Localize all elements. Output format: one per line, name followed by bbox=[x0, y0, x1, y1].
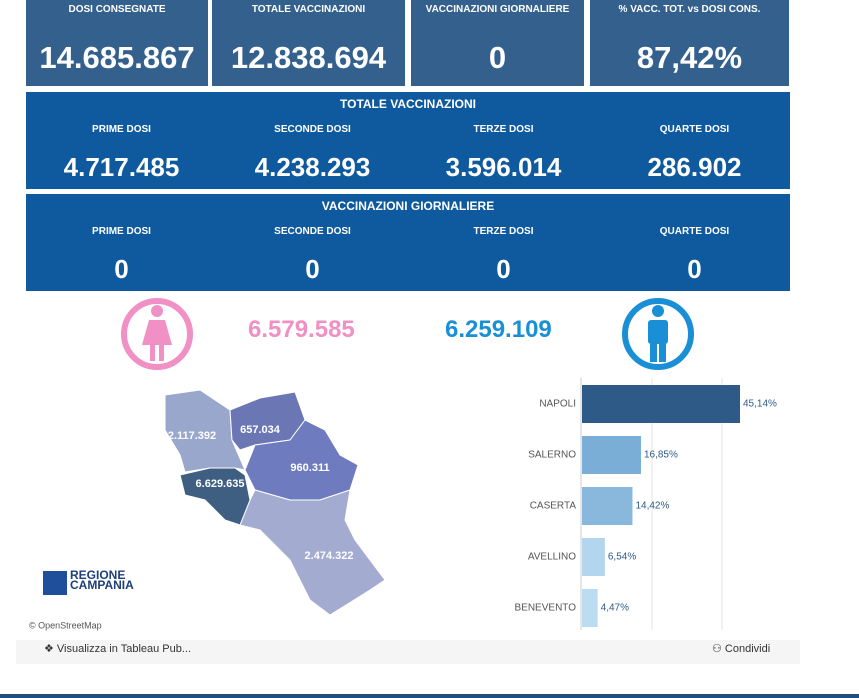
dose-value: 286.902 bbox=[647, 152, 742, 182]
region-napoli bbox=[179, 467, 251, 526]
dose-value: 3.596.014 bbox=[445, 152, 562, 182]
section-totale: TOTALE VACCINAZIONI PRIME DOSI 4.717.485 SE… bbox=[26, 92, 790, 189]
dose-label: QUARTE DOSI bbox=[659, 226, 730, 237]
female-icon bbox=[121, 298, 193, 370]
bar bbox=[582, 589, 598, 627]
share-text: Condividi bbox=[724, 643, 771, 655]
toolbar bbox=[16, 640, 800, 664]
share-button[interactable]: ⚇ Condividi bbox=[712, 643, 771, 655]
kpi-box: TOTALE VACCINAZIONI 12.838.694 bbox=[212, 0, 405, 86]
dose-label: SECONDE DOSI bbox=[274, 226, 351, 237]
dose-value: 0 bbox=[305, 254, 320, 284]
kpi-value: 0 bbox=[488, 40, 507, 75]
bar bbox=[582, 487, 633, 525]
dose-value: 0 bbox=[496, 254, 511, 284]
section-title: TOTALE VACCINAZIONI bbox=[340, 97, 476, 111]
bottom-bar bbox=[0, 694, 859, 698]
kpi-value: 14.685.867 bbox=[39, 40, 195, 75]
dose-cell: PRIME DOSI 4.717.485 bbox=[26, 92, 217, 189]
kpi-label: % VACC. TOT. vs DOSI CONS. bbox=[618, 4, 761, 15]
category-label: AVELLINO bbox=[528, 552, 576, 563]
dose-value: 4.238.293 bbox=[254, 152, 371, 182]
section-giornaliere: VACCINAZIONI GIORNALIERE PRIME DOSI 0 SECON… bbox=[26, 194, 790, 291]
kpi-box: DOSI CONSEGNATE 14.685.867 bbox=[26, 0, 208, 86]
value-label: 45,14% bbox=[743, 399, 777, 410]
male-icon bbox=[622, 298, 694, 370]
view-text: Visualizza in Tableau Pub... bbox=[56, 643, 192, 655]
male-count: 6.259.109 bbox=[445, 316, 552, 343]
dose-label: TERZE DOSI bbox=[473, 124, 534, 135]
logo-text: REGIONE bbox=[70, 568, 125, 582]
dose-label: PRIME DOSI bbox=[92, 226, 151, 237]
kpi-value: 87,42% bbox=[636, 40, 743, 75]
section-title: VACCINAZIONI GIORNALIERE bbox=[321, 199, 495, 213]
dose-cell: SECONDE DOSI 4.238.293 bbox=[217, 92, 408, 189]
map-label: 2.117.392 bbox=[168, 430, 216, 442]
dose-cell: TERZE DOSI 0 bbox=[408, 194, 599, 291]
logo-icon bbox=[43, 571, 67, 595]
logo-text: CAMPANIA bbox=[70, 578, 134, 592]
bar bbox=[582, 538, 605, 576]
map-label: 6.629.635 bbox=[196, 478, 245, 490]
kpi-label: DOSI CONSEGNATE bbox=[68, 4, 166, 15]
dose-cell: QUARTE DOSI 0 bbox=[599, 194, 790, 291]
value-label: 14,42% bbox=[635, 501, 669, 512]
dose-value: 0 bbox=[114, 254, 129, 284]
map-label: 960.311 bbox=[290, 462, 329, 474]
bar bbox=[582, 385, 740, 423]
map-label: 657.034 bbox=[240, 424, 281, 436]
dose-cell: PRIME DOSI 0 bbox=[26, 194, 217, 291]
attribution: © OpenStreetMap bbox=[29, 620, 102, 630]
kpi-box: VACCINAZIONI GIORNALIERE 0 bbox=[411, 0, 584, 86]
female-count: 6.579.585 bbox=[248, 316, 355, 343]
map: 2.117.392 657.034 960.311 6.629.635 2.47… bbox=[29, 389, 386, 630]
region-salerno bbox=[239, 489, 386, 616]
dose-label: PRIME DOSI bbox=[92, 124, 151, 135]
kpi-box: % VACC. TOT. vs DOSI CONS. 87,42% bbox=[590, 0, 789, 86]
dose-cell: SECONDE DOSI 0 bbox=[217, 194, 408, 291]
dose-label: TERZE DOSI bbox=[473, 226, 534, 237]
category-label: SALERNO bbox=[528, 450, 576, 461]
value-label: 16,85% bbox=[644, 450, 678, 461]
category-label: BENEVENTO bbox=[515, 603, 577, 614]
dose-value: 4.717.485 bbox=[63, 152, 180, 182]
dose-label: SECONDE DOSI bbox=[274, 124, 351, 135]
kpi-label: TOTALE VACCINAZIONI bbox=[251, 4, 366, 15]
bar bbox=[582, 436, 641, 474]
kpi-label: VACCINAZIONI GIORNALIERE bbox=[425, 4, 570, 15]
value-label: 6,54% bbox=[608, 552, 636, 563]
view-button[interactable]: ❖ Visualizza in Tableau Pub... bbox=[44, 643, 192, 655]
dose-cell: QUARTE DOSI 286.902 bbox=[599, 92, 790, 189]
dose-cell: TERZE DOSI 3.596.014 bbox=[408, 92, 599, 189]
category-label: CASERTA bbox=[530, 501, 577, 512]
kpi-value: 12.838.694 bbox=[230, 40, 387, 75]
dose-value: 0 bbox=[687, 254, 702, 284]
category-label: NAPOLI bbox=[539, 399, 576, 410]
value-label: 4,47% bbox=[601, 603, 629, 614]
map-label: 2.474.322 bbox=[305, 550, 354, 562]
dose-label: QUARTE DOSI bbox=[659, 124, 730, 135]
